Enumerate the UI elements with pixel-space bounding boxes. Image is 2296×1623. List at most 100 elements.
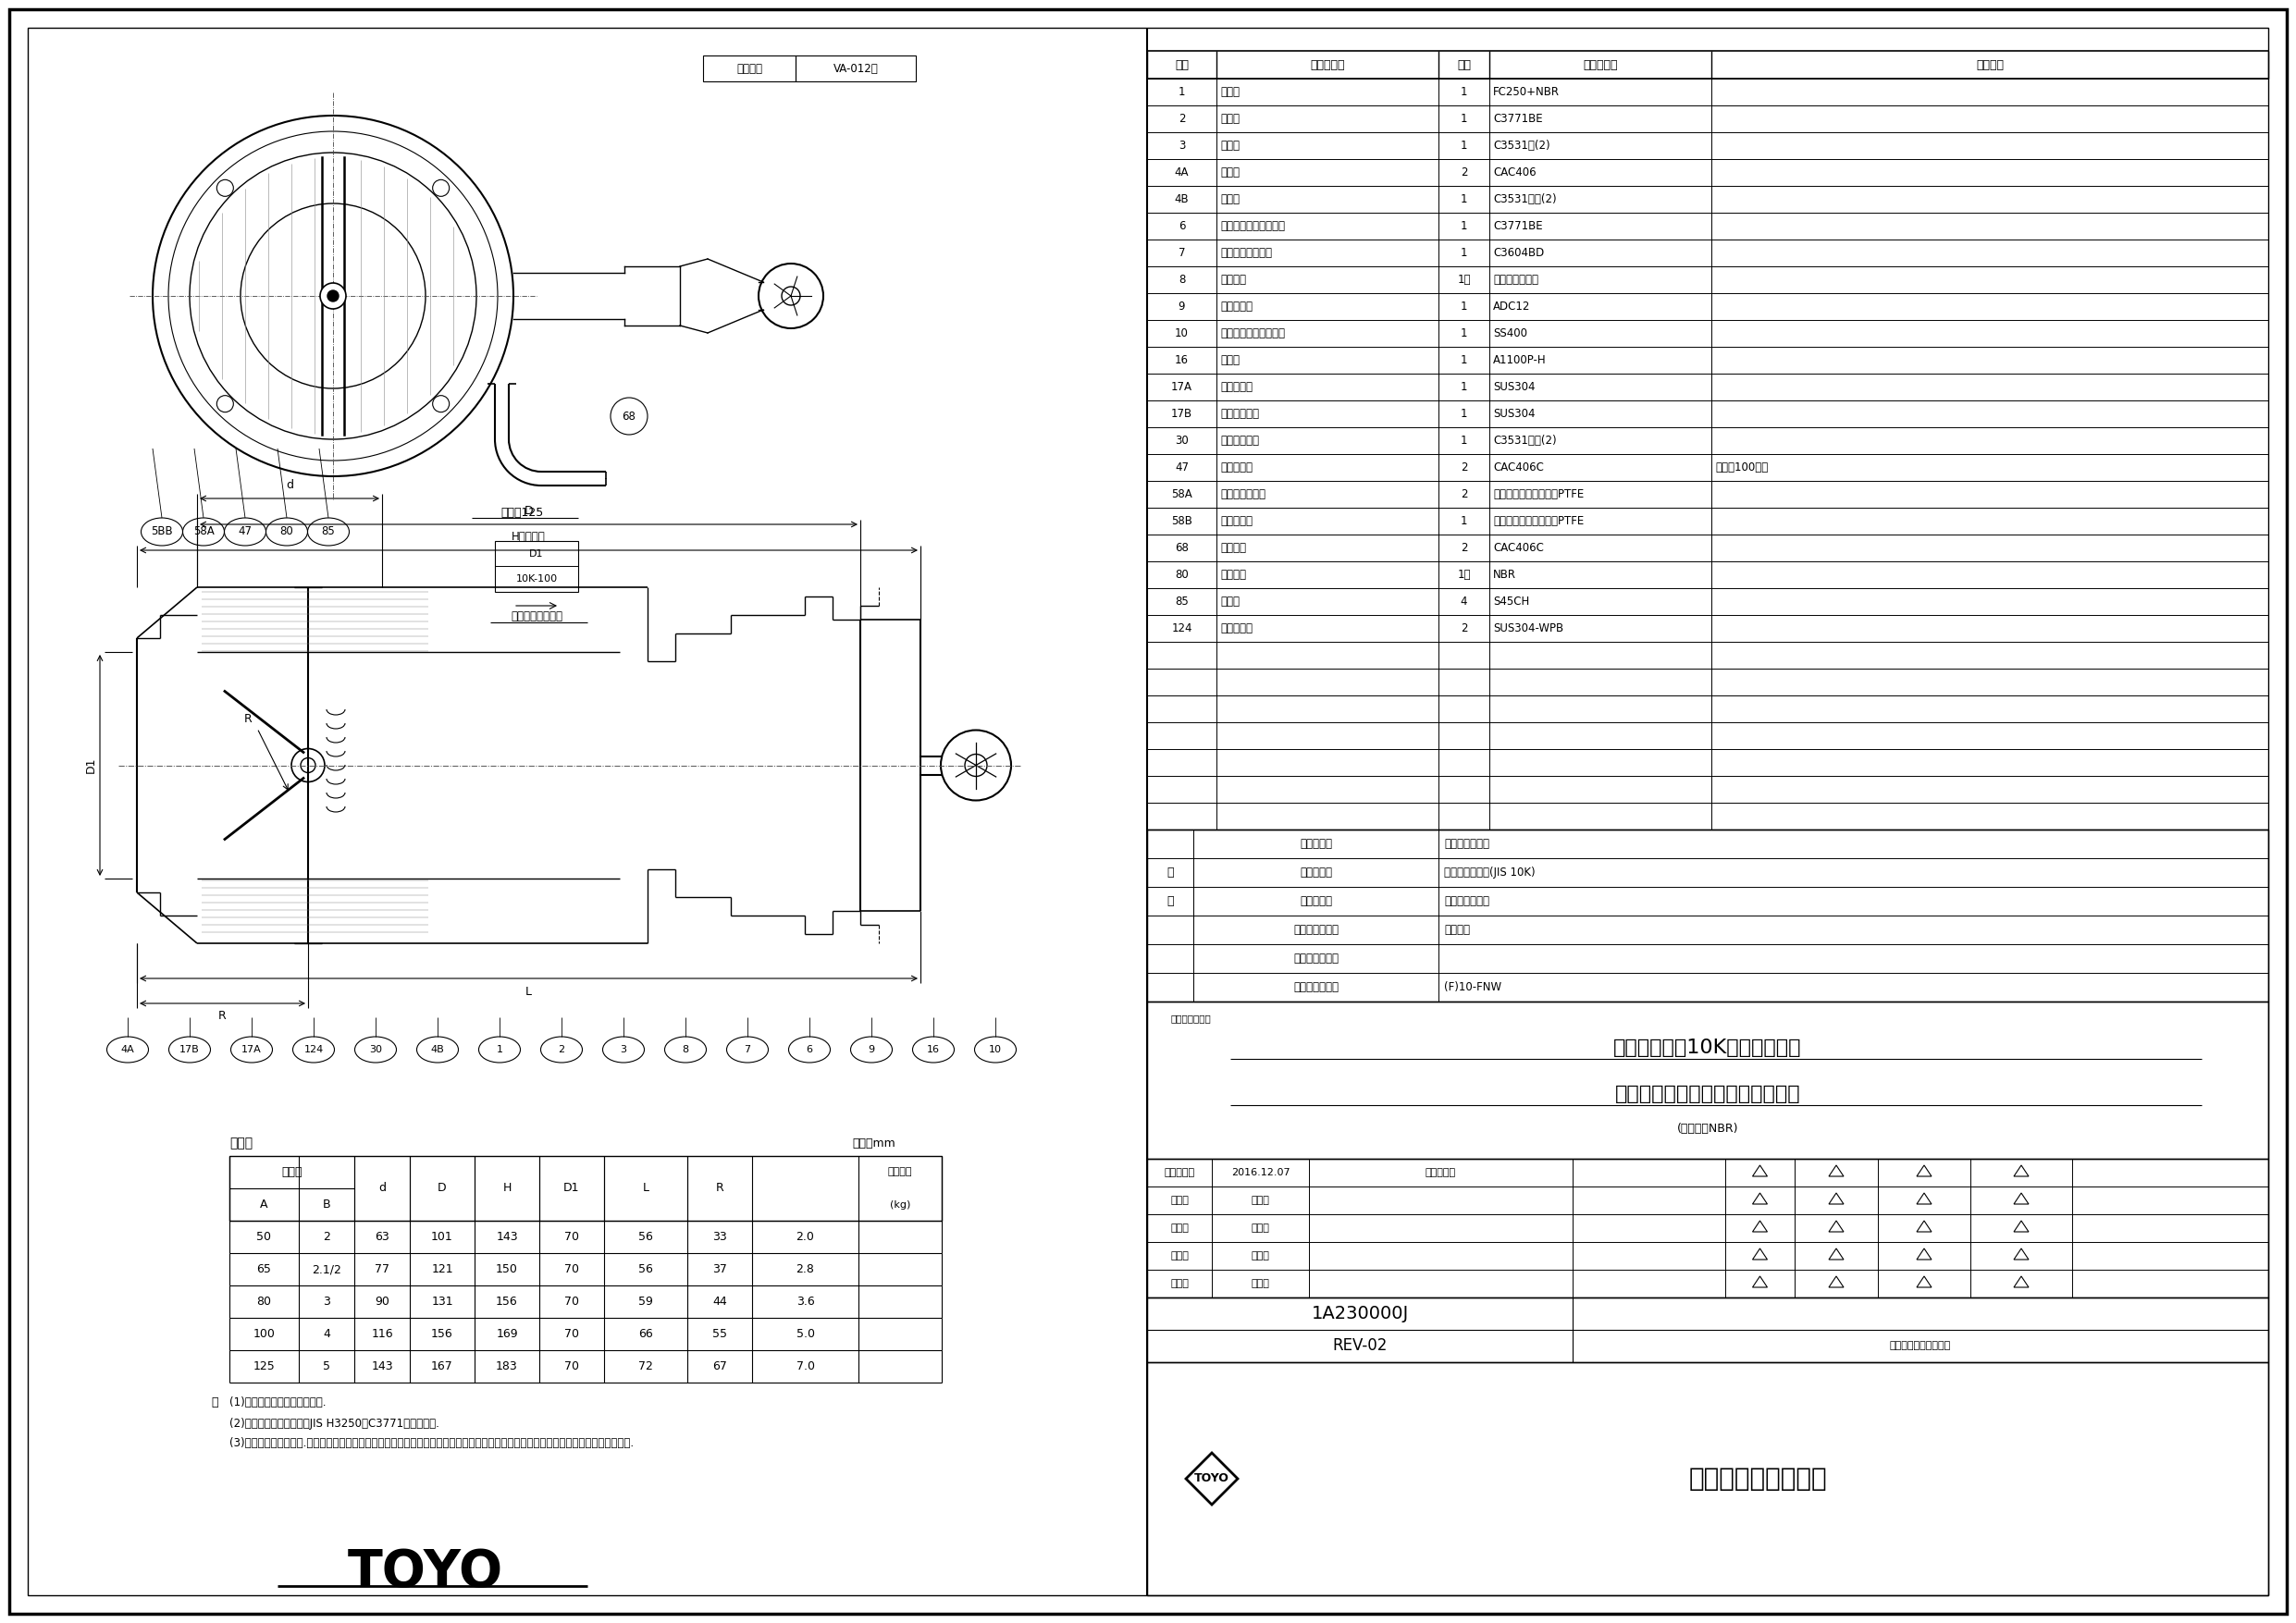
Text: 2: 2: [1178, 114, 1185, 125]
Text: 131: 131: [432, 1295, 452, 1308]
Text: 2: 2: [1460, 542, 1467, 553]
Text: ADC12: ADC12: [1492, 300, 1531, 313]
Text: 63: 63: [374, 1230, 390, 1243]
Text: 85: 85: [321, 526, 335, 537]
Text: 124: 124: [1171, 622, 1192, 635]
Text: 37: 37: [712, 1263, 728, 1276]
Text: 1: 1: [1460, 300, 1467, 313]
Text: 143: 143: [372, 1360, 393, 1373]
Text: パッキン: パッキン: [1219, 274, 1247, 286]
Text: 116: 116: [372, 1328, 393, 1341]
Text: 58A: 58A: [193, 526, 214, 537]
Text: (F)10-FNW: (F)10-FNW: [1444, 982, 1502, 993]
Text: 弁　体: 弁 体: [1219, 193, 1240, 204]
Text: ストップピン: ストップピン: [1219, 407, 1258, 420]
Text: 183: 183: [496, 1360, 519, 1373]
Text: 156: 156: [496, 1295, 519, 1308]
Text: R: R: [716, 1182, 723, 1195]
Text: C3531　　(2): C3531 (2): [1492, 193, 1557, 204]
Text: 弁　箱: 弁 箱: [1219, 86, 1240, 97]
Text: 70: 70: [565, 1230, 579, 1243]
Text: 80: 80: [280, 526, 294, 537]
Text: 4: 4: [1460, 596, 1467, 607]
Text: 9: 9: [868, 1045, 875, 1055]
Text: パッキン押さえナット: パッキン押さえナット: [1219, 221, 1286, 232]
Text: プラグ: プラグ: [1219, 596, 1240, 607]
Text: D1: D1: [85, 758, 96, 773]
Text: CAC406C: CAC406C: [1492, 542, 1543, 553]
Text: ヒンジピン: ヒンジピン: [1219, 381, 1254, 393]
Text: 製　図: 製 図: [1171, 1279, 1189, 1289]
Text: 1: 1: [1460, 247, 1467, 260]
Text: 検　図: 検 図: [1171, 1224, 1189, 1233]
Text: 58A: 58A: [1171, 489, 1192, 500]
Text: 管　接　続: 管 接 続: [1300, 867, 1332, 878]
Text: 年　月　日: 年 月 日: [1164, 1169, 1194, 1177]
Text: ばね月座金: ばね月座金: [1219, 514, 1254, 527]
Text: TOYO: TOYO: [347, 1547, 503, 1597]
Text: A1100P-H: A1100P-H: [1492, 354, 1545, 367]
Text: 2: 2: [1460, 167, 1467, 179]
Text: 16: 16: [1176, 354, 1189, 367]
Text: 47: 47: [239, 526, 253, 537]
Text: 認定番号: 認定番号: [737, 62, 762, 75]
Text: 70: 70: [565, 1328, 579, 1341]
Text: 70: 70: [565, 1263, 579, 1276]
Text: 羊石綿パッキン: 羊石綿パッキン: [1492, 274, 1538, 286]
Text: 1組: 1組: [1458, 568, 1472, 581]
Text: 2: 2: [324, 1230, 331, 1243]
Text: 1組: 1組: [1458, 274, 1472, 286]
Text: 58B: 58B: [1171, 514, 1192, 527]
Text: 7.0: 7.0: [797, 1360, 815, 1373]
Text: 6: 6: [806, 1045, 813, 1055]
Text: 弁　棒: 弁 棒: [1219, 140, 1240, 151]
Text: d: d: [379, 1182, 386, 1195]
Text: D: D: [439, 1182, 448, 1195]
Text: C3771BE: C3771BE: [1492, 221, 1543, 232]
Text: 4A: 4A: [122, 1045, 135, 1055]
Text: 2.8: 2.8: [797, 1263, 815, 1276]
Text: 124: 124: [303, 1045, 324, 1055]
Text: 3: 3: [324, 1295, 331, 1308]
Text: 30: 30: [370, 1045, 381, 1055]
Text: 箱　出　し　表示: 箱 出 し 表示: [510, 610, 563, 623]
Text: 9: 9: [1178, 300, 1185, 313]
Text: 口　村: 口 村: [1251, 1224, 1270, 1233]
Text: 標準質量: 標準質量: [889, 1167, 912, 1177]
Text: 17B: 17B: [1171, 407, 1192, 420]
Text: 8: 8: [682, 1045, 689, 1055]
Text: C3531　(2): C3531 (2): [1492, 140, 1550, 151]
Text: 77: 77: [374, 1263, 390, 1276]
Text: C3604BD: C3604BD: [1492, 247, 1545, 260]
Text: 1: 1: [1460, 193, 1467, 204]
Text: SS400: SS400: [1492, 328, 1527, 339]
Text: 100: 100: [253, 1328, 276, 1341]
Text: 4: 4: [324, 1328, 331, 1341]
Text: 呼び径: 呼び径: [282, 1167, 303, 1178]
Text: 65: 65: [257, 1263, 271, 1276]
Text: 1A230000J: 1A230000J: [1311, 1305, 1407, 1323]
Text: 消防設備認定品: 消防設備認定品: [1171, 1014, 1210, 1022]
Text: 記号　　日　付　承認: 記号 日 付 承認: [1890, 1341, 1952, 1350]
Text: 101: 101: [432, 1230, 452, 1243]
Text: 注: 注: [211, 1397, 218, 1409]
Text: (1)　呼び径を表わしています.: (1) 呼び径を表わしています.: [230, 1397, 326, 1409]
Text: 7: 7: [744, 1045, 751, 1055]
Text: 3: 3: [620, 1045, 627, 1055]
Text: D1: D1: [530, 549, 544, 558]
Text: 1: 1: [1460, 328, 1467, 339]
Text: 記　　事: 記 事: [1977, 58, 2004, 71]
Text: グラスファイバー入りPTFE: グラスファイバー入りPTFE: [1492, 489, 1584, 500]
Text: 121: 121: [432, 1263, 452, 1276]
Bar: [794, 55, 916, 81]
Text: 2.0: 2.0: [797, 1230, 815, 1243]
Circle shape: [319, 282, 347, 308]
Text: FC250+NBR: FC250+NBR: [1492, 86, 1559, 97]
Text: 圧　力　検　査: 圧 力 検 査: [1293, 923, 1339, 936]
Text: 樵　谷: 樵 谷: [1251, 1251, 1270, 1261]
Text: 単位：mm: 単位：mm: [852, 1138, 895, 1149]
Text: 10: 10: [1176, 328, 1189, 339]
Bar: [1148, 829, 2268, 1001]
Text: 17A: 17A: [1171, 381, 1192, 393]
Text: C3531　　(2): C3531 (2): [1492, 435, 1557, 446]
